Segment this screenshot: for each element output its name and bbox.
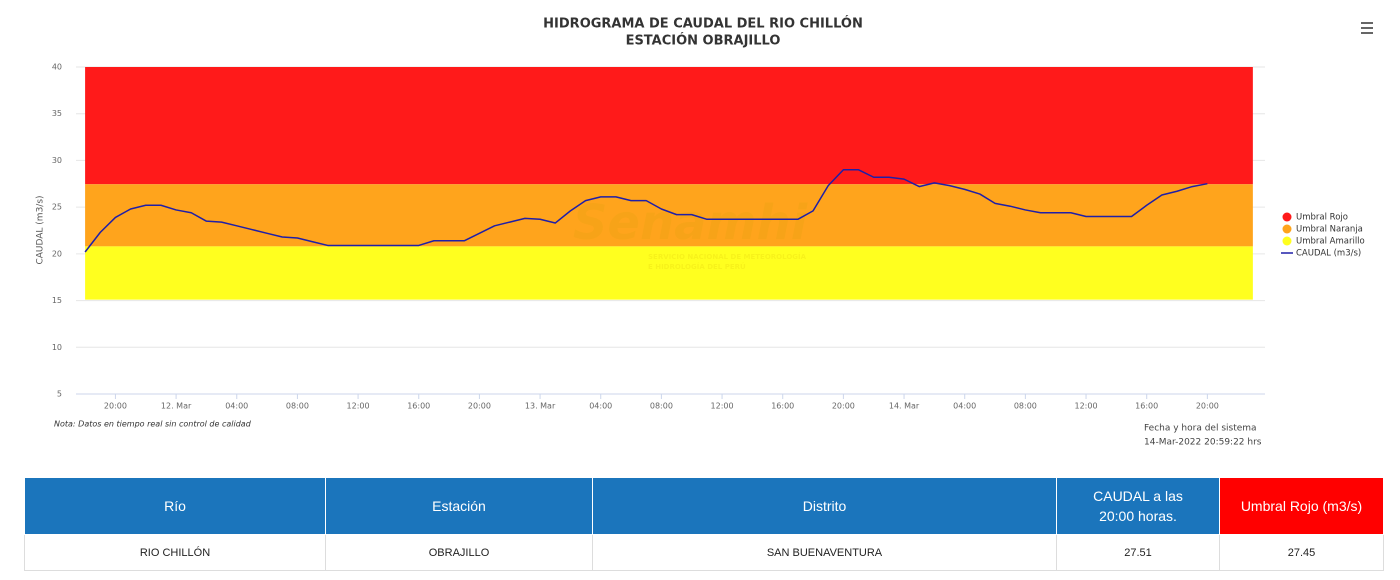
header-cell: Río [24, 477, 326, 535]
system-time: 14-Mar-2022 20:59:22 hrs [1144, 438, 1262, 448]
legend-symbol [1282, 212, 1292, 222]
y-tick-label: 20 [52, 249, 62, 258]
chart-title: HIDROGRAMA DE CAUDAL DEL RIO CHILLÓN [543, 16, 863, 32]
x-tick-label: 12:00 [711, 402, 734, 411]
x-tick-label: 20:00 [832, 402, 855, 411]
legend-label: Umbral Amarillo [1296, 237, 1365, 247]
data-line [84, 169, 1208, 253]
chart: HIDROGRAMA DE CAUDAL DEL RIO CHILLÓN EST… [35, 15, 1378, 448]
x-tick-label: 12. Mar [161, 402, 192, 411]
y-tick-label: 40 [52, 63, 62, 72]
y-tick-label: 30 [52, 156, 62, 165]
x-tick-label: 08:00 [286, 402, 309, 411]
y-tick-label: 25 [52, 203, 62, 212]
watermark-line: SERVICIO NACIONAL DE METEOROLOGÍA [648, 252, 807, 261]
chart-subtitle: ESTACIÓN OBRAJILLO [626, 33, 781, 49]
header-cell: Estación [325, 477, 593, 535]
threshold-band [85, 67, 1253, 185]
header-cell: Distrito [592, 477, 1057, 535]
header-row: Río Estación Distrito CAUDAL a las 20:00… [24, 477, 1384, 535]
x-tick-label: 12:00 [1075, 402, 1098, 411]
cell: OBRAJILLO [325, 534, 593, 571]
x-tick-label: 08:00 [1014, 402, 1037, 411]
y-tick-label: 5 [57, 390, 62, 399]
threshold-band [85, 246, 1253, 300]
x-tick-label: 16:00 [771, 402, 794, 411]
x-tick-label: 16:00 [407, 402, 430, 411]
header-cell: Umbral Rojo (m3/s) [1219, 477, 1384, 535]
menu-bar [1361, 22, 1373, 24]
cell: 27.51 [1056, 534, 1220, 571]
legend-label: Umbral Naranja [1296, 225, 1363, 235]
x-tick-label: 13. Mar [525, 402, 556, 411]
watermark-title: Senamhi [573, 195, 808, 251]
x-tick-label: 16:00 [1135, 402, 1158, 411]
x-tick-label: 04:00 [953, 402, 976, 411]
table-row: RIO CHILLÓN OBRAJILLO SAN BUENAVENTURA 2… [24, 534, 1384, 571]
cell: RIO CHILLÓN [24, 534, 326, 571]
x-tick-label: 14. Mar [889, 402, 920, 411]
legend-label: CAUDAL (m3/s) [1296, 249, 1361, 259]
menu-bar [1361, 32, 1373, 34]
cell: 27.45 [1219, 534, 1384, 571]
legend-symbol [1282, 236, 1292, 246]
menu-bar [1361, 27, 1373, 29]
legend-label: Umbral Rojo [1296, 213, 1348, 223]
x-tick-label: 20:00 [1196, 402, 1219, 411]
cell: SAN BUENAVENTURA [592, 534, 1057, 571]
legend-symbol [1282, 224, 1292, 234]
y-tick-label: 15 [52, 296, 62, 305]
header-cell: CAUDAL a las 20:00 horas. [1056, 477, 1220, 535]
y-axis-title: CAUDAL (m3/s) [36, 195, 46, 264]
menu-button[interactable] [1356, 18, 1378, 38]
data-table: Río Estación Distrito CAUDAL a las 20:00… [24, 477, 1384, 571]
system-time-label: Fecha y hora del sistema [1144, 424, 1257, 434]
y-tick-label: 10 [52, 343, 62, 352]
x-tick-label: 08:00 [650, 402, 673, 411]
x-tick-label: 12:00 [347, 402, 370, 411]
x-tick-label: 04:00 [225, 402, 248, 411]
x-tick-label: 04:00 [589, 402, 612, 411]
note: Nota: Datos en tiempo real sin control d… [54, 420, 252, 429]
x-tick-label: 20:00 [468, 402, 491, 411]
x-tick-label: 20:00 [104, 402, 127, 411]
watermark-line: E HIDROLOGÍA DEL PERÚ [648, 262, 746, 271]
y-tick-label: 35 [52, 109, 62, 118]
